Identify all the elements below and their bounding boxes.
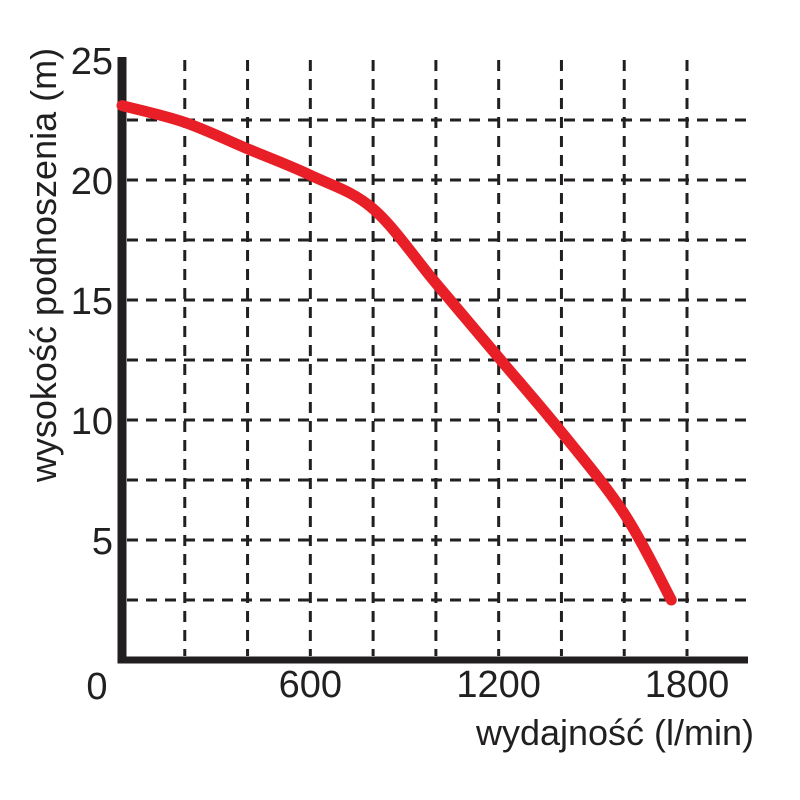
y-tick-25: 25 — [71, 41, 113, 83]
x-tick-600: 600 — [279, 664, 342, 706]
y-axis-title: wysokość podnoszenia (m) — [23, 48, 64, 483]
tick-labels: 5 10 15 20 25 600 1200 1800 0 — [71, 41, 730, 708]
axes — [117, 57, 748, 664]
horizontal-gridlines — [127, 118, 748, 602]
x-axis-title: wydajność (l/min) — [475, 712, 754, 753]
y-tick-20: 20 — [71, 161, 113, 203]
y-tick-15: 15 — [71, 281, 113, 323]
origin-tick-0: 0 — [86, 666, 107, 708]
x-tick-1800: 1800 — [645, 664, 730, 706]
y-tick-10: 10 — [71, 401, 113, 443]
y-tick-5: 5 — [92, 521, 113, 563]
pump-performance-curve — [116, 100, 677, 606]
vertical-gridlines — [183, 60, 689, 656]
x-tick-1200: 1200 — [456, 664, 541, 706]
